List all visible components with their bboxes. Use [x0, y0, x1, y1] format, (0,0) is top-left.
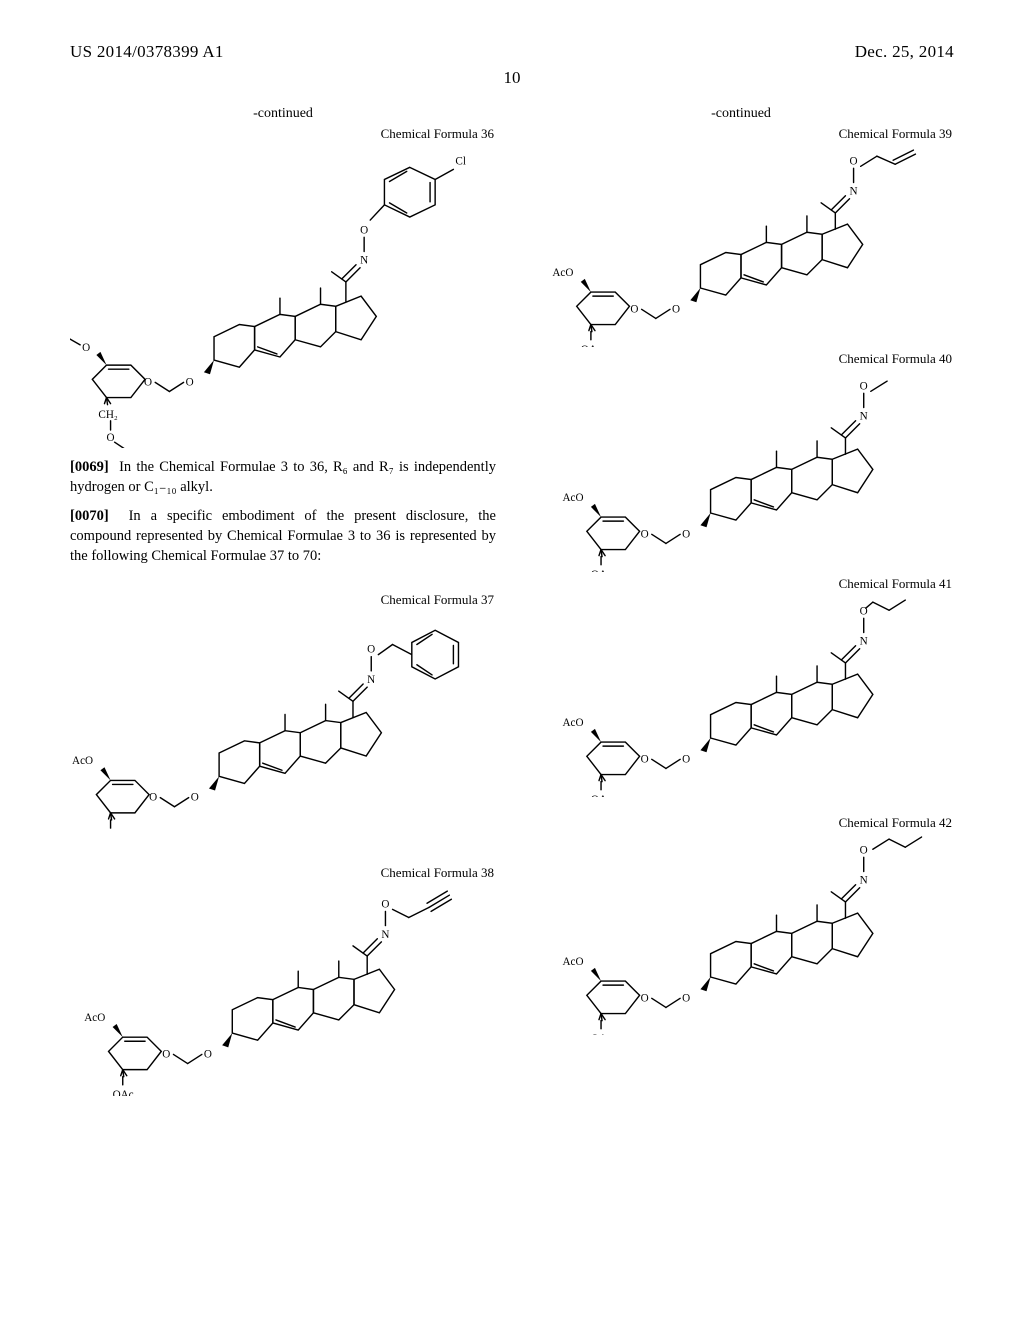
svg-text:R₇: R₇: [129, 447, 140, 448]
svg-text:OAc: OAc: [113, 1089, 134, 1096]
page-number: 10: [70, 68, 954, 88]
continued-right: -continued: [528, 106, 954, 122]
svg-text:O: O: [149, 792, 157, 804]
svg-text:O: O: [672, 303, 680, 315]
svg-text:AcO: AcO: [552, 267, 573, 279]
svg-text:O: O: [204, 1049, 212, 1061]
svg-text:O: O: [191, 792, 199, 804]
doc-id: US 2014/0378399 A1: [70, 42, 224, 62]
structure-formula-36: Cl O N: [70, 144, 496, 448]
svg-text:OAc: OAc: [591, 1032, 612, 1035]
formula38-label: Chemical Formula 38: [70, 865, 494, 881]
structure-formula-40: O N: [528, 369, 954, 572]
svg-text:O: O: [82, 342, 90, 354]
svg-text:OAc: OAc: [581, 344, 602, 347]
structure-formula-38: O N: [70, 883, 496, 1096]
svg-text:O: O: [850, 155, 858, 167]
svg-text:O: O: [641, 528, 649, 540]
svg-text:N: N: [381, 929, 389, 941]
svg-text:AcO: AcO: [562, 492, 583, 504]
svg-text:N: N: [367, 674, 375, 686]
svg-text:O: O: [162, 1049, 170, 1061]
svg-text:O: O: [682, 992, 690, 1004]
right-column: -continued Chemical Formula 39 O N: [528, 106, 954, 1096]
svg-text:O: O: [381, 899, 389, 911]
para-0069: [0069] In the Chemical Formulae 3 to 36,…: [70, 458, 496, 497]
para-text: In a specific embodiment of the present …: [70, 508, 496, 563]
svg-text:N: N: [850, 186, 858, 198]
para-text: In the Chemical Formulae 3 to 36, R₆ and…: [70, 459, 496, 495]
structure-formula-37: O N: [70, 610, 496, 833]
svg-text:O: O: [367, 644, 375, 656]
formula36-label: Chemical Formula 36: [70, 126, 494, 142]
formula37-label: Chemical Formula 37: [70, 592, 494, 608]
svg-text:O: O: [641, 992, 649, 1004]
svg-text:AcO: AcO: [84, 1012, 105, 1024]
svg-text:OAc: OAc: [100, 832, 121, 833]
structure-formula-39: O N: [528, 144, 954, 347]
continued-left: -continued: [70, 106, 496, 122]
svg-text:O: O: [860, 844, 868, 856]
svg-text:CH₂: CH₂: [98, 409, 117, 421]
svg-text:O: O: [186, 376, 194, 388]
svg-text:O: O: [107, 432, 115, 444]
structure-formula-42: O N: [528, 833, 954, 1036]
para-num: [0069]: [70, 459, 109, 475]
left-column: -continued Chemical Formula 36 Cl O N: [70, 106, 496, 1096]
svg-text:AcO: AcO: [72, 755, 93, 767]
svg-text:N: N: [860, 874, 868, 886]
formula40-label: Chemical Formula 40: [528, 351, 952, 367]
svg-text:N: N: [860, 411, 868, 423]
svg-text:O: O: [360, 224, 368, 236]
formula42-label: Chemical Formula 42: [528, 815, 952, 831]
svg-text:OAc: OAc: [591, 794, 612, 797]
para-0070: [0070] In a specific embodiment of the p…: [70, 507, 496, 566]
svg-text:N: N: [360, 255, 368, 267]
formula39-label: Chemical Formula 39: [528, 126, 952, 142]
svg-text:Cl: Cl: [455, 155, 466, 167]
formula41-label: Chemical Formula 41: [528, 576, 952, 592]
structure-formula-41: O N: [528, 594, 954, 797]
svg-text:AcO: AcO: [562, 955, 583, 967]
para-num: [0070]: [70, 508, 109, 524]
svg-text:O: O: [682, 753, 690, 765]
svg-text:O: O: [641, 753, 649, 765]
svg-text:O: O: [144, 376, 152, 388]
svg-text:O: O: [860, 380, 868, 392]
svg-text:AcO: AcO: [562, 717, 583, 729]
svg-text:N: N: [860, 635, 868, 647]
svg-text:OAc: OAc: [591, 569, 612, 572]
svg-text:O: O: [630, 303, 638, 315]
doc-date: Dec. 25, 2014: [855, 42, 954, 62]
svg-text:O: O: [682, 528, 690, 540]
